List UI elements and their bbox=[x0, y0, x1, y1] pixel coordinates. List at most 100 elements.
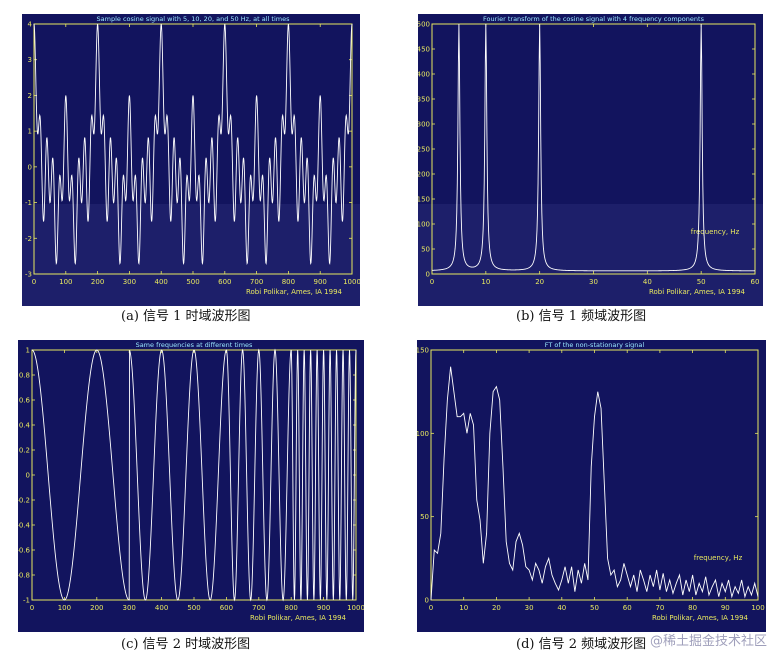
y-tick-label: 0 bbox=[26, 472, 30, 480]
caption-c: (c) 信号 2 时域波形图 bbox=[121, 637, 251, 652]
y-tick-label: -3 bbox=[25, 271, 32, 279]
y-tick-label: 4 bbox=[28, 21, 33, 29]
y-tick-label: -1 bbox=[25, 199, 32, 207]
y-tick-label: -2 bbox=[25, 235, 32, 243]
chart-b: Fourier transform of the cosine signal w… bbox=[418, 14, 763, 306]
x-tick-label: 70 bbox=[655, 604, 664, 612]
chart-title: Same frequencies at different times bbox=[136, 341, 253, 349]
x-tick-label: 600 bbox=[218, 278, 231, 286]
watermark: @稀土掘金技术社区 bbox=[649, 634, 767, 649]
x-tick-label: 30 bbox=[525, 604, 534, 612]
chart-d: FT of the non-stationary signal 0 10 20 30 40… bbox=[417, 340, 766, 632]
x-tick-label: 900 bbox=[317, 604, 330, 612]
credit-label: Robi Polikar, Ames, IA 1994 bbox=[250, 614, 347, 622]
y-tick-label: -0.4 bbox=[18, 522, 31, 530]
x-tick-label: 10 bbox=[481, 278, 490, 286]
x-tick-label: 400 bbox=[155, 278, 168, 286]
y-tick-label: 0.8 bbox=[19, 372, 30, 380]
y-tick-label: -0.6 bbox=[18, 547, 31, 555]
x-tick-label: 0 bbox=[30, 604, 34, 612]
shaded-band bbox=[22, 204, 360, 306]
y-tick-label: 0.2 bbox=[19, 447, 30, 455]
x-tick-label: 600 bbox=[220, 604, 233, 612]
y-tick-label: 150 bbox=[417, 347, 429, 355]
series-line bbox=[31, 348, 357, 602]
x-tick-label: 60 bbox=[751, 278, 760, 286]
x-tick-label: 700 bbox=[252, 604, 265, 612]
y-tick-label: 450 bbox=[418, 46, 430, 54]
chart-c: Same frequencies at different times 0 100 2… bbox=[18, 340, 364, 632]
y-tick-label: 50 bbox=[420, 513, 429, 521]
x-tick-label: 0 bbox=[32, 278, 36, 286]
y-tick-label: 0 bbox=[425, 597, 429, 605]
x-tick-label: 100 bbox=[59, 278, 72, 286]
y-tick-label: 50 bbox=[421, 246, 430, 254]
x-tick-label: 300 bbox=[123, 278, 136, 286]
x-tick-label: 100 bbox=[58, 604, 71, 612]
y-tick-label: 0.6 bbox=[19, 397, 31, 405]
x-tick-label: 1000 bbox=[343, 278, 360, 286]
y-tick-label: 500 bbox=[418, 21, 430, 29]
x-tick-label: 20 bbox=[492, 604, 501, 612]
series-line bbox=[430, 366, 759, 601]
annotation-label: frequency, Hz bbox=[694, 554, 743, 562]
series-line bbox=[33, 23, 353, 266]
x-tick-label: 700 bbox=[250, 278, 263, 286]
x-tick-label: 80 bbox=[688, 604, 697, 612]
y-tick-label: 350 bbox=[418, 96, 430, 104]
x-tick-label: 30 bbox=[589, 278, 598, 286]
caption-a: (a) 信号 1 时域波形图 bbox=[121, 309, 251, 324]
chart-title: Sample cosine signal with 5, 10, 20, and… bbox=[97, 15, 291, 23]
chart-title: FT of the non-stationary signal bbox=[545, 341, 645, 349]
chart-title: Fourier transform of the cosine signal w… bbox=[483, 15, 705, 23]
y-tick-label: 100 bbox=[418, 221, 430, 229]
plot-background bbox=[18, 340, 364, 632]
x-tick-label: 40 bbox=[557, 604, 566, 612]
y-tick-label: 0 bbox=[426, 271, 430, 279]
y-tick-label: 0.4 bbox=[19, 422, 31, 430]
y-tick-label: -0.8 bbox=[18, 572, 30, 580]
chart-a: Sample cosine signal with 5, 10, 20, and… bbox=[22, 14, 360, 306]
x-tick-label: 100 bbox=[751, 604, 764, 612]
x-tick-label: 50 bbox=[590, 604, 599, 612]
x-tick-label: 500 bbox=[187, 604, 200, 612]
x-tick-label: 20 bbox=[535, 278, 544, 286]
x-tick-label: 0 bbox=[429, 604, 433, 612]
y-tick-label: 150 bbox=[418, 196, 430, 204]
caption-b: (b) 信号 1 频域波形图 bbox=[516, 309, 647, 324]
y-tick-label: 1 bbox=[26, 347, 30, 355]
credit-label: Robi Polikar, Ames, IA 1994 bbox=[246, 288, 343, 296]
y-tick-label: 3 bbox=[28, 56, 32, 64]
x-tick-label: 50 bbox=[697, 278, 706, 286]
x-tick-label: 10 bbox=[459, 604, 468, 612]
y-tick-label: 300 bbox=[418, 121, 430, 129]
x-tick-label: 90 bbox=[721, 604, 730, 612]
series-line bbox=[431, 23, 755, 272]
y-tick-label: 100 bbox=[417, 430, 429, 438]
x-tick-label: 800 bbox=[285, 604, 298, 612]
x-tick-label: 40 bbox=[643, 278, 652, 286]
x-tick-label: 500 bbox=[186, 278, 199, 286]
x-tick-label: 200 bbox=[90, 604, 103, 612]
x-tick-label: 60 bbox=[623, 604, 632, 612]
y-tick-label: 0 bbox=[28, 163, 32, 171]
y-tick-label: 200 bbox=[418, 171, 430, 179]
annotation-label: frequency, Hz bbox=[691, 228, 740, 236]
credit-label: Robi Polikar, Ames, IA 1994 bbox=[652, 614, 749, 622]
x-tick-label: 1000 bbox=[347, 604, 364, 612]
x-tick-label: 0 bbox=[430, 278, 434, 286]
y-tick-label: -1 bbox=[23, 597, 30, 605]
y-tick-label: 2 bbox=[28, 92, 32, 100]
plot-background bbox=[417, 340, 766, 632]
x-tick-label: 800 bbox=[282, 278, 295, 286]
x-tick-label: 900 bbox=[314, 278, 327, 286]
x-tick-label: 300 bbox=[123, 604, 136, 612]
y-tick-label: -0.2 bbox=[18, 497, 30, 505]
caption-d: (d) 信号 2 频域波形图 bbox=[516, 637, 647, 652]
y-tick-label: 1 bbox=[28, 128, 32, 136]
x-tick-label: 400 bbox=[155, 604, 168, 612]
y-tick-label: 250 bbox=[418, 146, 430, 154]
credit-label: Robi Polikar, Ames, IA 1994 bbox=[649, 288, 746, 296]
y-tick-label: 400 bbox=[418, 71, 430, 79]
x-tick-label: 200 bbox=[91, 278, 104, 286]
